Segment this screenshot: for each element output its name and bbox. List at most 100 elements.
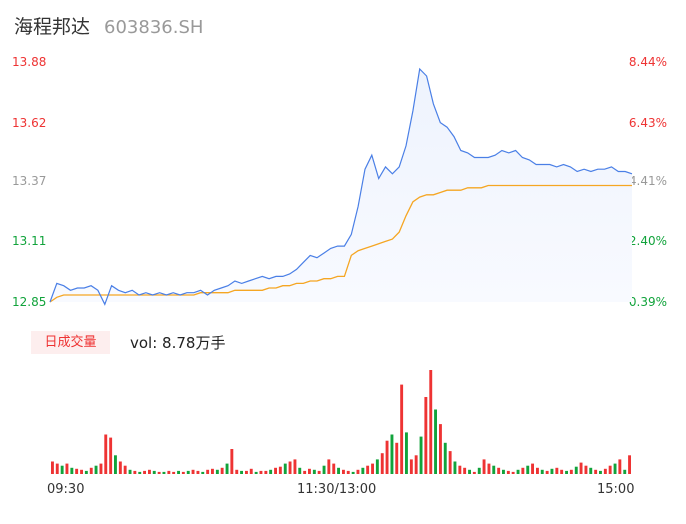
volume-bar (468, 469, 471, 474)
volume-bar (540, 469, 544, 474)
volume-bar (177, 470, 180, 474)
volume-bar (458, 465, 462, 474)
volume-bar (429, 370, 433, 474)
volume-bar (385, 440, 389, 474)
volume-bar (521, 467, 525, 474)
volume-bar (99, 463, 103, 474)
volume-bar (443, 442, 447, 474)
y-tick-label: 13.37 (12, 173, 47, 188)
volume-bar (80, 469, 83, 474)
volume-bar (375, 459, 379, 474)
volume-bar (482, 459, 486, 474)
pct-tick-label: 8.44% (628, 55, 667, 69)
volume-bar (172, 471, 176, 474)
volume-bar (579, 462, 583, 474)
volume-bar (361, 467, 365, 474)
volume-bar (206, 469, 210, 474)
volume-bar (511, 471, 515, 474)
volume-bar (225, 463, 229, 474)
volume-bar (118, 461, 122, 474)
volume-bar (308, 468, 311, 474)
volume-bar (162, 471, 166, 474)
volume-bar (84, 470, 88, 474)
volume-bar (380, 453, 384, 474)
x-tick-open: 09:30 (47, 482, 85, 497)
volume-bar (196, 470, 200, 474)
volume-bar (215, 469, 219, 474)
volume-bar (599, 470, 602, 474)
volume-bar (283, 463, 287, 474)
volume-bar (201, 471, 205, 474)
volume-bar (342, 469, 345, 474)
volume-bar (613, 463, 617, 474)
volume-bar (269, 469, 273, 474)
x-tick-close: 15:00 (597, 482, 635, 497)
volume-bar (60, 465, 64, 474)
x-tick-midday: 11:30/13:00 (297, 482, 377, 497)
volume-bar (405, 432, 408, 474)
volume-bar (371, 463, 374, 474)
volume-bar (65, 463, 69, 474)
volume-bar (157, 471, 161, 474)
volume-bar (181, 471, 185, 474)
volume-bar (439, 424, 442, 474)
volume-bar (346, 470, 350, 474)
price-line (49, 67, 633, 306)
volume-bar (463, 467, 467, 474)
volume-bar (51, 461, 54, 474)
volume-bar (235, 469, 239, 474)
volume-bars (51, 370, 631, 474)
volume-bar (114, 455, 117, 474)
volume-bar (55, 463, 59, 474)
volume-bar (128, 469, 132, 474)
volume-bar (472, 471, 476, 474)
y-tick-label: 13.11 (12, 234, 47, 249)
volume-bar (148, 469, 151, 474)
volume-bar (545, 470, 549, 474)
volume-bar (526, 465, 530, 474)
volume-bar (594, 469, 598, 474)
volume-bar (492, 465, 496, 474)
volume-bar (89, 467, 93, 474)
volume-bar (366, 465, 370, 474)
volume-bar (434, 409, 437, 474)
volume-bar (152, 470, 156, 474)
volume-bar (259, 470, 263, 474)
volume-bar (298, 467, 302, 474)
volume-bar (409, 459, 413, 474)
volume-bar (477, 467, 481, 474)
volume-bar (317, 470, 321, 474)
volume-bar (487, 463, 491, 474)
volume-bar (75, 468, 79, 474)
pct-tick-label: 6.43% (628, 115, 667, 130)
volume-bar (288, 461, 292, 474)
volume-bar (138, 471, 142, 474)
volume-bar (249, 468, 253, 474)
volume-bar (448, 451, 452, 474)
pct-tick-label: 4.41% (628, 173, 667, 188)
volume-bar (356, 469, 360, 474)
volume-bar (574, 466, 578, 474)
avg-line (49, 184, 632, 303)
stock-name: 海程邦达 (14, 16, 91, 38)
volume-bar (303, 470, 307, 474)
volume-bar (94, 465, 98, 474)
volume-bar (603, 468, 607, 474)
volume-bar (332, 463, 336, 474)
volume-bar (186, 470, 190, 474)
volume-bar (516, 469, 520, 474)
volume-bar (123, 465, 127, 474)
volume-bar (550, 468, 554, 474)
volume-bar (565, 470, 568, 474)
volume-bar (623, 469, 627, 474)
volume-bar (497, 467, 501, 474)
volume-bar (312, 469, 316, 474)
volume-bar (191, 469, 195, 474)
stock-header: 海程邦达 603836.SH (14, 12, 203, 40)
volume-bar (327, 459, 331, 474)
volume-bar (395, 442, 399, 474)
volume-tag[interactable]: 日成交量 (31, 331, 110, 354)
volume-bar (109, 437, 113, 474)
y-tick-label: 13.62 (12, 115, 47, 130)
